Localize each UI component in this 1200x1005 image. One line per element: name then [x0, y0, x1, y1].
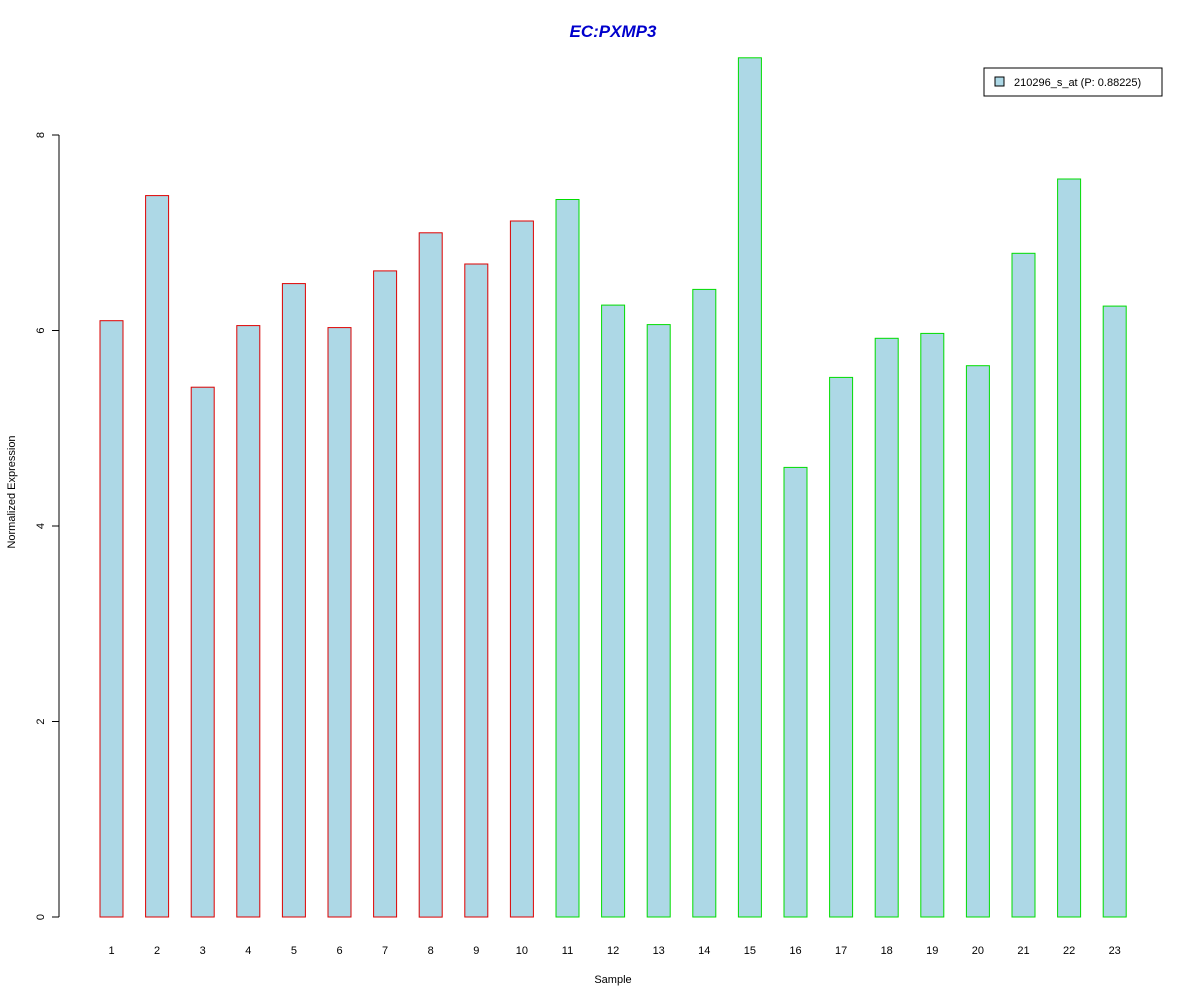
- bar-sample-20: [965, 365, 990, 918]
- y-axis-label: Normalized Expression: [6, 435, 18, 548]
- bar-sample-8: [418, 232, 443, 918]
- bar-sample-22: [1057, 178, 1082, 918]
- bar-sample-15: [737, 57, 762, 918]
- x-tick-label: 18: [881, 945, 893, 957]
- x-tick-label: 23: [1109, 945, 1121, 957]
- legend: 210296_s_at (P: 0.88225): [983, 67, 1163, 97]
- x-tick-label: 6: [336, 945, 342, 957]
- bar-sample-2: [145, 195, 170, 918]
- x-tick-label: 1: [108, 945, 114, 957]
- bar-sample-19: [920, 332, 945, 918]
- x-axis-label: Sample: [594, 974, 631, 986]
- legend-box: [983, 67, 1163, 97]
- bar-sample-9: [464, 263, 489, 918]
- legend-label: 210296_s_at (P: 0.88225): [1014, 77, 1141, 89]
- legend-swatch: [994, 76, 1005, 87]
- y-tick-label: 6: [35, 327, 47, 333]
- x-tick-label: 15: [744, 945, 756, 957]
- x-tick-label: 9: [473, 945, 479, 957]
- bar-sample-3: [190, 386, 215, 918]
- bar-sample-21: [1011, 252, 1036, 918]
- bar-sample-1: [99, 320, 124, 918]
- x-tick-label: 7: [382, 945, 388, 957]
- x-tick-label: 3: [200, 945, 206, 957]
- x-tick-label: 21: [1017, 945, 1029, 957]
- bar-sample-10: [509, 220, 534, 918]
- chart-title: EC:PXMP3: [570, 22, 657, 41]
- x-tick-label: 20: [972, 945, 984, 957]
- x-tick-label: 10: [516, 945, 528, 957]
- x-tick-label: 16: [789, 945, 801, 957]
- x-tick-label: 22: [1063, 945, 1075, 957]
- bar-sample-18: [874, 337, 899, 918]
- x-tick-labels: 1 2 3 4 5 6 7 8 9 10 11 12 13 14 15 16 17 18 19 20 21 22 23: [108, 945, 1120, 957]
- y-tick-label: 2: [35, 718, 47, 724]
- bar-sample-12: [601, 304, 626, 918]
- x-tick-label: 13: [653, 945, 665, 957]
- y-tick-label: 0: [35, 914, 47, 920]
- y-tick-label: 8: [35, 132, 47, 138]
- bar-sample-13: [646, 324, 671, 918]
- x-tick-label: 5: [291, 945, 297, 957]
- bar-sample-11: [555, 199, 580, 918]
- y-axis: 0 2 4 6 8: [35, 132, 60, 920]
- bar-sample-16: [783, 466, 808, 918]
- bar-sample-7: [373, 270, 398, 918]
- bar-sample-23: [1102, 305, 1127, 918]
- x-tick-label: 2: [154, 945, 160, 957]
- y-tick-label: 4: [35, 523, 47, 529]
- x-tick-label: 8: [428, 945, 434, 957]
- bar-sample-14: [692, 288, 717, 918]
- x-tick-label: 14: [698, 945, 710, 957]
- x-tick-label: 4: [245, 945, 251, 957]
- x-tick-label: 19: [926, 945, 938, 957]
- x-tick-label: 12: [607, 945, 619, 957]
- bar-sample-4: [236, 325, 261, 918]
- bar-sample-5: [281, 283, 306, 918]
- bar-sample-6: [327, 327, 352, 918]
- x-tick-label: 17: [835, 945, 847, 957]
- x-tick-label: 11: [562, 945, 573, 957]
- bars-group: [99, 57, 1127, 918]
- bar-sample-17: [829, 376, 854, 918]
